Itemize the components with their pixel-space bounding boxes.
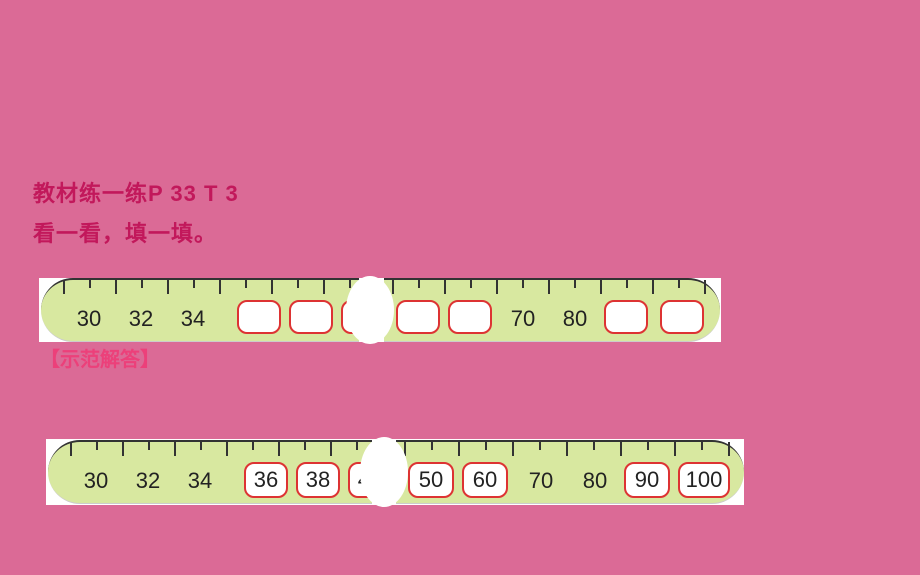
tick [174, 442, 176, 456]
ruler-blank[interactable] [660, 300, 704, 334]
tick [122, 442, 124, 456]
ruler-blank[interactable]: 100 [678, 462, 730, 498]
ruler-number: 32 [136, 468, 160, 494]
ruler-number: 34 [188, 468, 212, 494]
ruler-number: 34 [181, 306, 205, 332]
tick [89, 280, 91, 288]
ruler2-right: 70 80 5060 90100 [396, 440, 744, 504]
tick [115, 280, 117, 294]
ruler1-left: 30 32 34 [41, 278, 359, 342]
ruler-number: 70 [529, 468, 553, 494]
ruler-blank[interactable]: 38 [296, 462, 340, 498]
tick [323, 280, 325, 294]
tick [539, 442, 541, 450]
ruler-number: 32 [129, 306, 153, 332]
tick [356, 442, 358, 450]
tick [458, 442, 460, 456]
tick [297, 280, 299, 288]
tick [70, 442, 72, 456]
tick [278, 442, 280, 456]
tick [728, 442, 730, 456]
tick [392, 280, 394, 294]
tick [704, 280, 706, 294]
tick [701, 442, 703, 450]
ruler-number: 80 [583, 468, 607, 494]
tick [226, 442, 228, 456]
ruler-blank[interactable]: 90 [624, 462, 670, 498]
tick [522, 280, 524, 288]
tick [148, 442, 150, 450]
ruler-blank[interactable] [448, 300, 492, 334]
ruler-number: 30 [84, 468, 108, 494]
heading-line1: 教材练一练P 33 T 3 [33, 176, 239, 208]
ruler-blank[interactable] [604, 300, 648, 334]
tick [167, 280, 169, 294]
tick [593, 442, 595, 450]
answer-label: 【示范解答】 [40, 343, 160, 372]
tick [470, 280, 472, 288]
tick [548, 280, 550, 294]
tick [496, 280, 498, 294]
ruler1-right: 70 80 [384, 278, 720, 342]
ruler-blank[interactable]: 36 [244, 462, 288, 498]
tick [620, 442, 622, 456]
tick [245, 280, 247, 288]
tick [512, 442, 514, 456]
ruler1-gap [346, 276, 394, 344]
tick [193, 280, 195, 288]
ruler-blank[interactable] [289, 300, 333, 334]
ruler-number: 70 [511, 306, 535, 332]
tick [485, 442, 487, 450]
tick [349, 280, 351, 288]
tick [674, 442, 676, 456]
ruler-number: 80 [563, 306, 587, 332]
ruler-blank[interactable]: 50 [408, 462, 454, 498]
heading-line2: 看一看，填一填。 [33, 216, 217, 248]
tick [200, 442, 202, 450]
tick [678, 280, 680, 288]
ruler-blank[interactable]: 60 [462, 462, 508, 498]
tick [63, 280, 65, 294]
ruler2-left: 303234363840 [48, 440, 372, 504]
ruler-blank[interactable] [237, 300, 281, 334]
tick [652, 280, 654, 294]
tick [574, 280, 576, 288]
tick [566, 442, 568, 456]
tick [647, 442, 649, 450]
ruler2-gap [360, 437, 408, 507]
tick [304, 442, 306, 450]
ruler-blank[interactable] [396, 300, 440, 334]
tick [96, 442, 98, 450]
tick [271, 280, 273, 294]
tick [219, 280, 221, 294]
tick [626, 280, 628, 288]
tick [330, 442, 332, 456]
tick [418, 280, 420, 288]
tick [141, 280, 143, 288]
ruler-number: 30 [77, 306, 101, 332]
tick [252, 442, 254, 450]
tick [444, 280, 446, 294]
tick [600, 280, 602, 294]
tick [431, 442, 433, 450]
